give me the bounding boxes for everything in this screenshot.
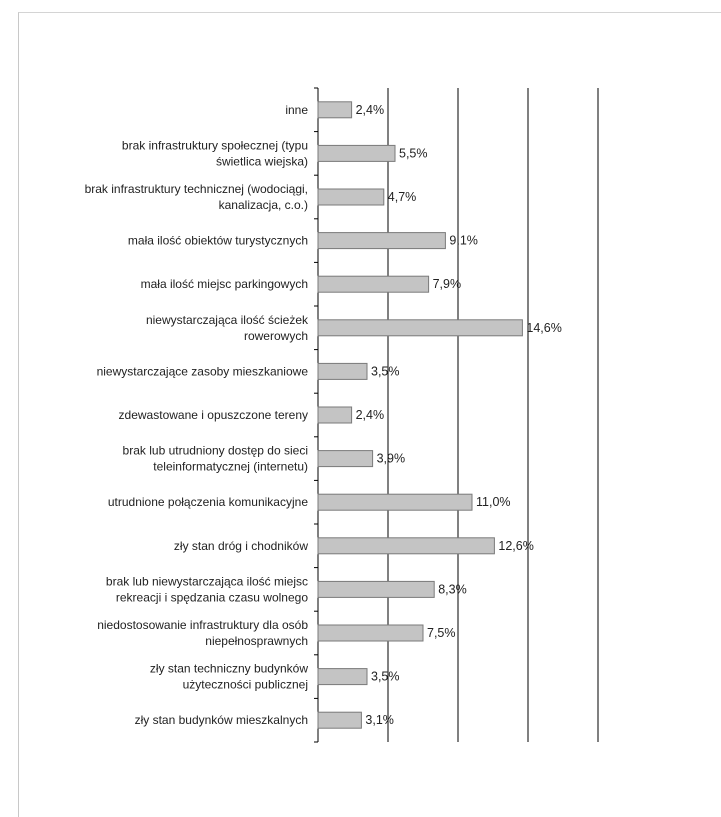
category-label: teleinformatycznej (internetu) — [153, 460, 308, 474]
value-label: 7,9% — [433, 277, 462, 291]
category-label: mała ilość miejsc parkingowych — [141, 277, 308, 291]
category-label: brak infrastruktury społecznej (typu — [122, 138, 308, 152]
bar — [317, 101, 353, 119]
value-label: 5,5% — [399, 146, 428, 160]
value-label: 8,3% — [438, 582, 467, 596]
category-label: mała ilość obiektów turystycznych — [128, 234, 308, 248]
value-label: 3,5% — [371, 364, 400, 378]
value-label: 12,6% — [498, 539, 533, 553]
bar — [317, 450, 374, 468]
category-label: kanalizacja, c.o.) — [219, 198, 308, 212]
bar — [317, 624, 424, 642]
category-label: brak lub niewystarczająca ilość miejsc — [106, 574, 308, 588]
bar — [317, 580, 435, 598]
category-label: niepełnosprawnych — [205, 634, 308, 648]
bar — [317, 668, 368, 686]
category-label: zdewastowane i opuszczone tereny — [119, 408, 308, 422]
category-label: niewystarczająca ilość ścieżek — [146, 313, 309, 327]
value-label: 11,0% — [476, 495, 511, 509]
bar — [317, 406, 353, 424]
value-label: 2,4% — [356, 103, 385, 117]
category-label: rekreacji i spędzania czasu wolnego — [116, 590, 308, 604]
category-label: rowerowych — [244, 329, 308, 343]
category-label: świetlica wiejska) — [216, 154, 308, 168]
bar — [317, 537, 495, 555]
value-label: 9,1% — [449, 234, 478, 248]
bar — [317, 711, 362, 729]
category-label: niewystarczające zasoby mieszkaniowe — [97, 364, 309, 378]
value-label: 3,9% — [377, 452, 406, 466]
bar — [317, 319, 523, 337]
category-label: zły stan dróg i chodników — [174, 539, 308, 553]
bar — [317, 362, 368, 380]
value-label: 14,6% — [526, 321, 561, 335]
value-label: 3,1% — [365, 713, 394, 727]
category-label: utrudnione połączenia komunikacyjne — [108, 495, 308, 509]
bar — [317, 493, 473, 511]
category-label: zły stan budynków mieszkalnych — [135, 713, 308, 727]
category-label: zły stan techniczny budynków — [150, 662, 308, 676]
category-label: brak lub utrudniony dostęp do sieci — [123, 444, 308, 458]
bar — [317, 275, 430, 293]
value-label: 2,4% — [356, 408, 385, 422]
value-label: 3,5% — [371, 670, 400, 684]
category-label: inne — [285, 103, 308, 117]
value-label: 4,7% — [388, 190, 417, 204]
bar — [317, 188, 385, 206]
category-label: brak infrastruktury technicznej (wodocią… — [85, 182, 308, 196]
value-label: 7,5% — [427, 626, 456, 640]
bar — [317, 144, 396, 162]
category-label: użyteczności publicznej — [183, 678, 308, 692]
category-label: niedostosowanie infrastruktury dla osób — [97, 618, 308, 632]
bar — [317, 232, 446, 250]
